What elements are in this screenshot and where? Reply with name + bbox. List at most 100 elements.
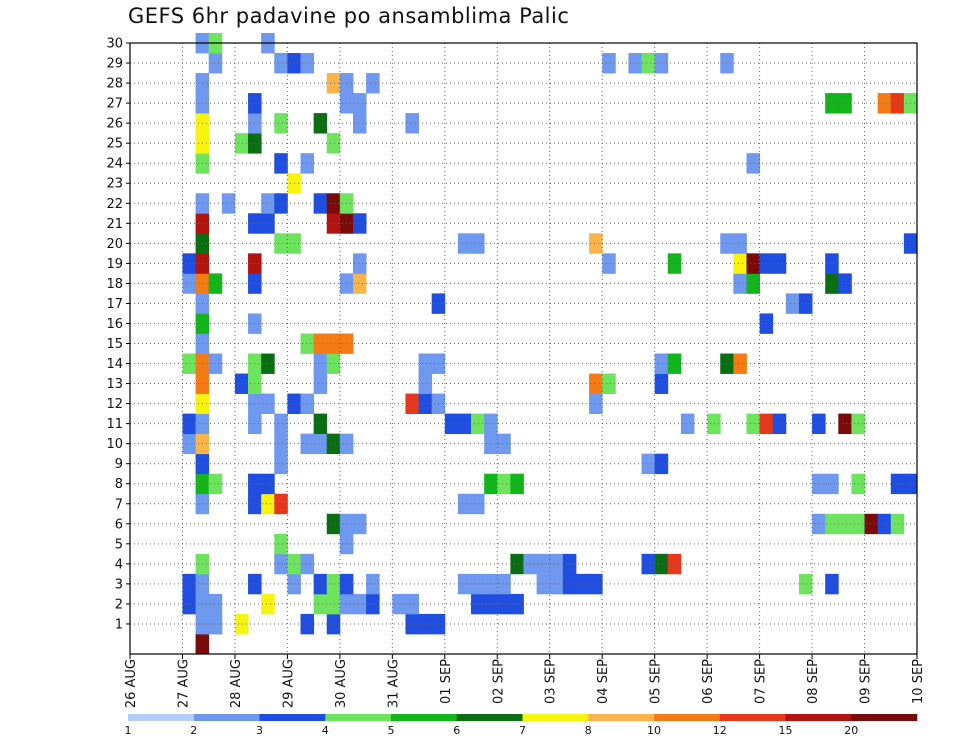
legend-swatch bbox=[391, 714, 458, 721]
heatmap-cell bbox=[641, 53, 656, 74]
heatmap-cell bbox=[589, 233, 603, 254]
heatmap-cell bbox=[366, 573, 380, 595]
heatmap-cell bbox=[405, 393, 419, 414]
heatmap-cell bbox=[234, 373, 249, 394]
legend-swatch bbox=[785, 714, 852, 721]
heatmap-cell bbox=[300, 53, 315, 74]
heatmap-cell bbox=[313, 433, 328, 455]
legend-swatch bbox=[719, 714, 786, 721]
heatmap-cell bbox=[261, 493, 275, 515]
heatmap-cell bbox=[274, 113, 288, 134]
heatmap-cell bbox=[274, 453, 288, 475]
x-tick-label: 01 SEP bbox=[439, 659, 454, 704]
heatmap-cell bbox=[208, 53, 223, 74]
heatmap-cell bbox=[457, 573, 472, 595]
y-tick-label: 25 bbox=[106, 137, 123, 152]
heatmap-cell bbox=[300, 553, 315, 575]
y-tick-label: 10 bbox=[106, 437, 123, 452]
heatmap-cell bbox=[864, 513, 879, 535]
heatmap-cell bbox=[746, 273, 760, 294]
x-tick-label: 05 SEP bbox=[649, 659, 664, 704]
heatmap-cell bbox=[326, 433, 341, 455]
heatmap-cell bbox=[182, 273, 196, 294]
legend-label: 4 bbox=[322, 724, 329, 737]
heatmap-cell bbox=[313, 193, 328, 214]
heatmap-cell bbox=[300, 613, 315, 635]
y-tick-label: 26 bbox=[106, 117, 123, 132]
heatmap-cell bbox=[313, 413, 328, 435]
y-tick-label: 19 bbox=[106, 257, 123, 272]
heatmap-cell bbox=[274, 433, 288, 455]
heatmap-cell bbox=[746, 253, 760, 274]
x-tick-label: 29 AUG bbox=[281, 659, 296, 708]
heatmap-cell bbox=[628, 53, 642, 74]
heatmap-cell bbox=[195, 633, 210, 655]
y-tick-label: 8 bbox=[115, 477, 123, 492]
x-tick-label: 31 AUG bbox=[386, 659, 401, 708]
heatmap-cell bbox=[366, 73, 380, 94]
heatmap-cell bbox=[352, 253, 367, 274]
heatmap-cell bbox=[733, 253, 747, 274]
heatmap-cell bbox=[261, 473, 275, 495]
legend-swatch bbox=[193, 714, 260, 721]
x-tick-label: 06 SEP bbox=[701, 659, 716, 704]
legend-label: 8 bbox=[585, 724, 592, 737]
heatmap-cell bbox=[785, 293, 800, 314]
y-tick-label: 12 bbox=[106, 397, 123, 412]
x-axis: 26 AUG 27 AUG 28 AUG 29 AUG 30 AUG 31 AUG 01 S… bbox=[124, 654, 926, 708]
plot-frame bbox=[129, 42, 918, 655]
y-tick-label: 20 bbox=[106, 237, 123, 252]
legend-label: 5 bbox=[388, 724, 395, 737]
legend-label: 7 bbox=[519, 724, 526, 737]
heatmap-cell bbox=[654, 353, 669, 374]
heatmap-cell bbox=[274, 153, 288, 174]
heatmap-cell bbox=[326, 593, 341, 615]
heatmap-cell bbox=[890, 473, 905, 495]
legend-label: 15 bbox=[779, 724, 793, 737]
heatmap-cell bbox=[890, 513, 905, 535]
heatmap-cell bbox=[182, 353, 196, 374]
heatmap-cell bbox=[392, 593, 406, 615]
heatmap-cell bbox=[208, 273, 223, 294]
heatmap-cell bbox=[182, 413, 196, 435]
x-tick-label: 30 AUG bbox=[334, 659, 349, 708]
heatmap-cell bbox=[313, 353, 328, 374]
heatmap-cell bbox=[444, 413, 459, 435]
heatmap-cell bbox=[536, 573, 551, 595]
heatmap-cell bbox=[471, 413, 485, 435]
heatmap-cell bbox=[838, 513, 852, 535]
heatmap-cell bbox=[418, 373, 433, 394]
heatmap-cell bbox=[313, 573, 328, 595]
heatmap-cell bbox=[497, 573, 511, 595]
heatmap-cell bbox=[326, 573, 341, 595]
y-tick-label: 4 bbox=[115, 557, 123, 572]
heatmap-cell bbox=[510, 553, 524, 575]
x-tick-label: 07 SEP bbox=[754, 659, 769, 704]
heatmap-cell bbox=[838, 413, 852, 435]
y-tick-label: 18 bbox=[106, 277, 123, 292]
heatmap-cell bbox=[497, 473, 511, 495]
heatmap-cell bbox=[352, 593, 367, 615]
heatmap-cell bbox=[182, 433, 196, 455]
heatmap-cell bbox=[825, 253, 839, 274]
heatmap-cell bbox=[352, 513, 367, 535]
heatmap-cell bbox=[326, 193, 341, 214]
heatmap-cell bbox=[274, 533, 288, 555]
heatmap-cell bbox=[352, 93, 367, 114]
x-tick-label: 02 SEP bbox=[491, 659, 506, 704]
heatmap-cell bbox=[746, 413, 760, 435]
heatmap-cell bbox=[589, 373, 603, 394]
heatmap-cell bbox=[208, 613, 223, 635]
heatmap-cell bbox=[654, 53, 669, 74]
heatmap-cell bbox=[654, 553, 669, 575]
heatmap-cell bbox=[497, 433, 511, 455]
heatmap-cell bbox=[641, 553, 656, 575]
y-tick-label: 17 bbox=[106, 297, 123, 312]
heatmap-cell bbox=[234, 133, 249, 154]
heatmap-cell bbox=[733, 273, 747, 294]
legend-swatch bbox=[522, 714, 589, 721]
heatmap-cell bbox=[733, 353, 747, 374]
heatmap-cell bbox=[313, 113, 328, 134]
x-tick-label: 27 AUG bbox=[176, 659, 191, 708]
heatmap-cell bbox=[877, 93, 892, 114]
